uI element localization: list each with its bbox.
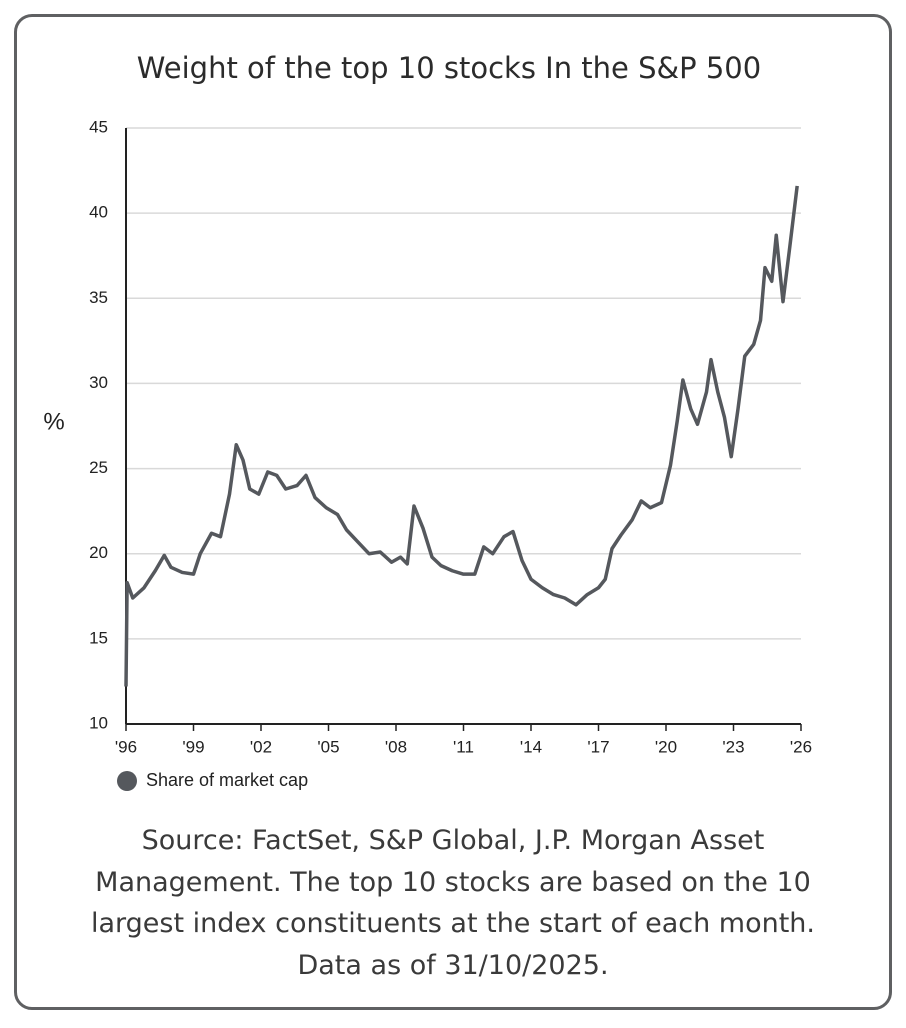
x-tick-label: '26 — [790, 737, 812, 756]
legend-swatch — [117, 771, 137, 791]
y-tick-label: 10 — [89, 713, 108, 732]
y-tick-label: 35 — [89, 288, 108, 307]
x-tick-label: '05 — [317, 737, 339, 756]
x-tick-label: '99 — [182, 737, 204, 756]
x-tick-label: '02 — [250, 737, 272, 756]
x-tick-label: '20 — [655, 737, 677, 756]
data-line — [124, 185, 799, 687]
y-axis-label: % — [43, 408, 64, 435]
chart-title: Weight of the top 10 stocks In the S&P 5… — [137, 51, 761, 85]
y-tick-label: 20 — [89, 543, 108, 562]
x-tick-label: '11 — [453, 737, 474, 756]
y-tick-label: 45 — [89, 117, 108, 136]
y-tick-label: 40 — [89, 203, 108, 222]
source-note: Source: FactSet, S&P Global, J.P. Morgan… — [91, 825, 815, 981]
card — [14, 14, 892, 1010]
y-tick-label: 25 — [89, 458, 108, 477]
y-tick-label: 15 — [89, 628, 108, 647]
y-tick-label: 30 — [89, 373, 108, 392]
x-tick-label: '08 — [385, 737, 407, 756]
x-tick-label: '96 — [115, 737, 137, 756]
x-tick-label: '23 — [722, 737, 744, 756]
x-tick-label: '14 — [520, 737, 542, 756]
x-tick-label: '17 — [587, 737, 609, 756]
legend-label: Share of market cap — [146, 770, 308, 790]
